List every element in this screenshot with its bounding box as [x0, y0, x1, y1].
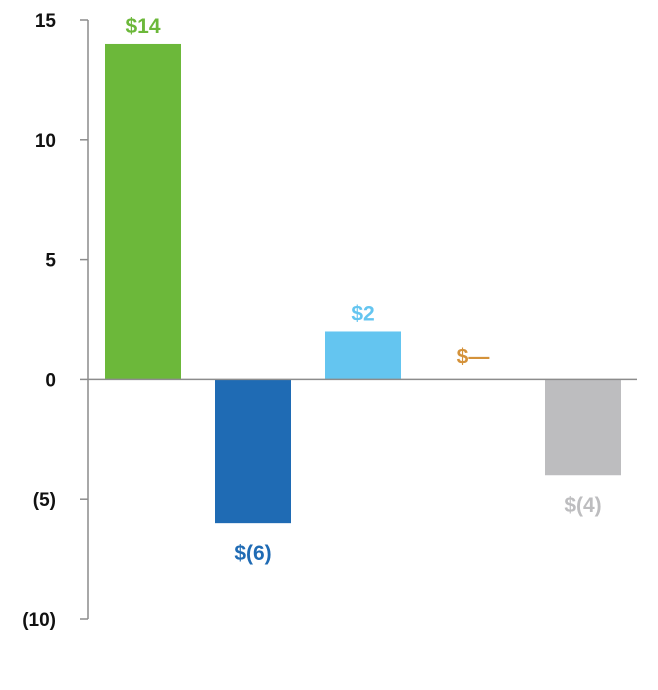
bar-data-label: $(6): [234, 542, 271, 565]
bar: [545, 379, 621, 476]
bar: [105, 43, 181, 380]
y-tick-label: (5): [33, 490, 56, 511]
data-labels: $14 $(6) $2 $— $(4): [125, 15, 601, 565]
bars: [105, 43, 621, 524]
bar: [215, 379, 291, 524]
bar-data-label: $—: [457, 345, 490, 368]
y-tick-label: 10: [35, 131, 56, 152]
bar-data-label: $14: [125, 15, 160, 38]
bar-data-label: $2: [351, 302, 374, 325]
y-tick-label: (10): [22, 610, 56, 631]
bar-data-label: $(4): [564, 494, 601, 517]
bar: [325, 331, 401, 380]
y-axis: 15 10 5 0 (5) (10): [22, 11, 88, 631]
y-tick-label: 5: [45, 251, 56, 272]
y-tick-label: 15: [35, 11, 57, 32]
y-tick-label: 0: [45, 370, 56, 391]
